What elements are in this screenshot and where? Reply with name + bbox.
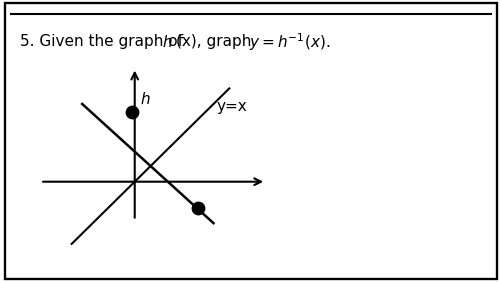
Text: 5. Given the graph of: 5. Given the graph of bbox=[20, 34, 187, 49]
Text: y=x: y=x bbox=[216, 99, 246, 114]
Point bbox=[128, 109, 136, 114]
Text: h: h bbox=[140, 92, 149, 107]
Point bbox=[193, 205, 201, 210]
Text: $h$: $h$ bbox=[161, 34, 172, 50]
Text: $y = h^{-1}(x).$: $y = h^{-1}(x).$ bbox=[248, 31, 329, 52]
Text: (x), graph: (x), graph bbox=[176, 34, 256, 49]
